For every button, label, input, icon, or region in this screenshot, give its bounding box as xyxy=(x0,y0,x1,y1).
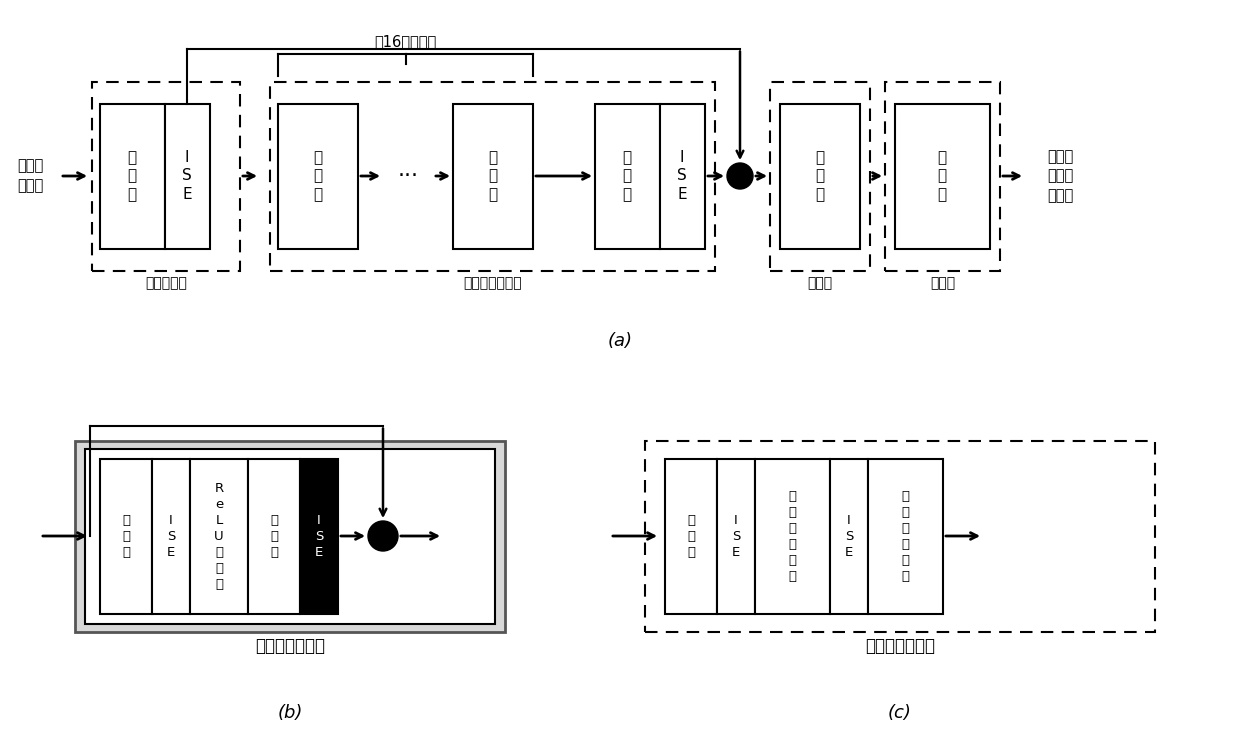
Bar xyxy=(248,458,300,613)
Text: (b): (b) xyxy=(278,704,303,722)
Bar xyxy=(300,458,339,613)
Bar xyxy=(92,81,241,270)
Circle shape xyxy=(368,521,398,551)
Bar xyxy=(660,104,706,249)
Text: ···: ··· xyxy=(398,166,419,186)
Bar xyxy=(830,458,868,613)
Text: 放大块网络结构: 放大块网络结构 xyxy=(866,637,935,656)
Text: I
S
E: I S E xyxy=(167,513,175,558)
Circle shape xyxy=(727,163,753,189)
Text: 残差块网络结构: 残差块网络结构 xyxy=(255,637,325,656)
Bar xyxy=(717,458,755,613)
Text: (a): (a) xyxy=(608,332,632,350)
Bar xyxy=(165,104,210,249)
Text: I
S
E: I S E xyxy=(315,513,324,558)
Text: (c): (c) xyxy=(888,704,911,722)
Text: 残差深层提取块: 残差深层提取块 xyxy=(464,276,522,290)
Bar xyxy=(780,104,861,249)
Bar xyxy=(153,458,190,613)
Text: 重建块: 重建块 xyxy=(930,276,955,290)
Text: 卷
积
层: 卷 积 层 xyxy=(122,513,130,558)
Bar xyxy=(100,458,153,613)
Text: 低分辨
率图像: 低分辨 率图像 xyxy=(17,159,43,194)
Text: 浅层提取块: 浅层提取块 xyxy=(145,276,187,290)
Bar xyxy=(645,441,1154,632)
Text: 卷
积
层: 卷 积 层 xyxy=(270,513,278,558)
Bar xyxy=(100,104,165,249)
Bar xyxy=(770,81,870,270)
Bar xyxy=(278,104,358,249)
Bar xyxy=(885,81,999,270)
Text: 亚
像
素
卷
积
层: 亚 像 素 卷 积 层 xyxy=(901,490,909,583)
Text: 上
采
样: 上 采 样 xyxy=(816,150,825,202)
Bar xyxy=(453,104,533,249)
Bar xyxy=(868,458,942,613)
Bar xyxy=(755,458,830,613)
Text: 卷
积
层: 卷 积 层 xyxy=(937,150,946,202)
Bar xyxy=(270,81,715,270)
Text: I
S
E: I S E xyxy=(677,150,687,202)
Text: 共16个残差块: 共16个残差块 xyxy=(374,34,436,49)
Text: 放大块: 放大块 xyxy=(807,276,832,290)
Text: 残
差
块: 残 差 块 xyxy=(489,150,497,202)
Text: 卷
积
层: 卷 积 层 xyxy=(622,150,631,202)
Bar xyxy=(190,458,248,613)
Text: 卷
积
层: 卷 积 层 xyxy=(128,150,136,202)
Text: I
S
E: I S E xyxy=(844,513,853,558)
Bar xyxy=(665,458,717,613)
Text: I
S
E: I S E xyxy=(732,513,740,558)
Text: 卷
积
层: 卷 积 层 xyxy=(687,513,694,558)
Bar xyxy=(595,104,660,249)
Bar xyxy=(86,449,495,624)
Bar xyxy=(895,104,990,249)
Text: R
e
L
U
激
活
层: R e L U 激 活 层 xyxy=(215,482,223,591)
Text: 亚
像
素
卷
积
层: 亚 像 素 卷 积 层 xyxy=(789,490,796,583)
Text: 残
差
块: 残 差 块 xyxy=(314,150,322,202)
Bar xyxy=(74,441,505,632)
Text: 高分辨
率重建
后图像: 高分辨 率重建 后图像 xyxy=(1047,148,1073,203)
Text: I
S
E: I S E xyxy=(182,150,192,202)
